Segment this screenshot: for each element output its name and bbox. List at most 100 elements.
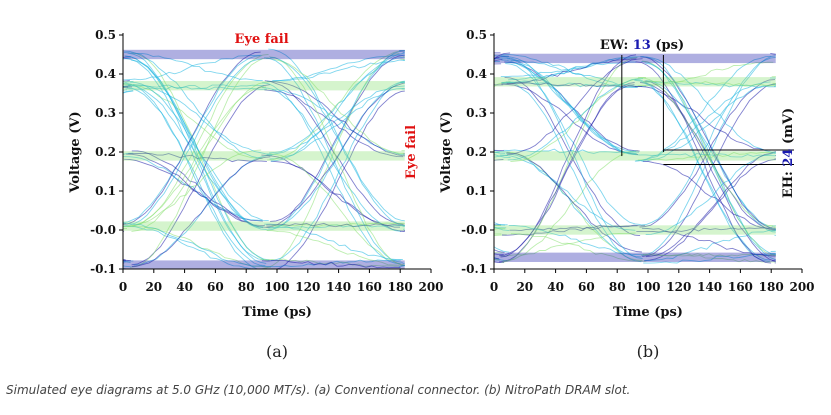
eye-trace [269, 87, 405, 160]
level-band [494, 53, 776, 64]
eye-trace [644, 230, 776, 262]
eye-trace [123, 225, 263, 269]
eye-trace [502, 83, 639, 155]
eye-trace [505, 153, 642, 258]
y-tick-label: 0.5 [466, 28, 487, 42]
eye-trace [268, 48, 405, 222]
x-axis-label: Time (ps) [613, 305, 683, 320]
eye-trace [125, 57, 265, 261]
x-tick-label: 140 [697, 280, 722, 294]
x-tick-label: 100 [264, 280, 289, 294]
eye-trace [494, 154, 511, 158]
eye-trace [271, 89, 405, 156]
eye-trace [270, 81, 405, 157]
eye-trace [508, 56, 644, 81]
y-axis-label: Voltage (V) [68, 111, 83, 193]
y-tick-label: -0.1 [90, 262, 116, 276]
eye-trace [644, 62, 776, 261]
y-tick-label: 0.4 [95, 67, 116, 81]
eye-trace [128, 152, 267, 163]
level-band [494, 225, 776, 235]
eye-trace [506, 152, 642, 253]
eye-trace [769, 77, 776, 79]
x-tick-label: 120 [666, 280, 691, 294]
eye-trace [500, 54, 637, 258]
eye-trace [505, 81, 642, 263]
eye-trace [260, 53, 400, 269]
level-band [123, 151, 405, 161]
eye-width-label: EW: 13 (ps) [600, 38, 684, 53]
eye-trace [262, 86, 401, 232]
eye-fail-annotation: Eye fail [235, 32, 289, 47]
x-tick-label: 60 [578, 280, 595, 294]
eye-trace [124, 55, 264, 228]
eye-trace [123, 149, 262, 227]
level-band [123, 81, 405, 91]
eye-trace [502, 150, 639, 262]
eye-trace [507, 78, 644, 161]
eye-trace [399, 54, 538, 270]
x-tick-label: 20 [145, 280, 162, 294]
x-tick-label: 0 [119, 280, 127, 294]
eye-trace [506, 82, 643, 88]
x-tick-label: 120 [295, 280, 320, 294]
eye-trace [409, 154, 548, 264]
eye-trace [266, 85, 405, 155]
eye-trace [500, 232, 636, 257]
y-tick-label: 0.5 [95, 28, 116, 42]
eye-trace [130, 57, 269, 268]
eye-trace [266, 230, 405, 266]
eye-trace [770, 250, 776, 252]
eye-trace [636, 227, 772, 233]
y-tick-label: 0.2 [466, 145, 487, 159]
eye-trace [507, 58, 643, 155]
level-band [123, 49, 405, 60]
eye-trace [264, 57, 403, 263]
eye-trace [401, 88, 405, 90]
x-tick-label: 160 [357, 280, 382, 294]
eye-trace [402, 262, 405, 264]
x-tick-label: 60 [207, 280, 224, 294]
x-tick-label: 80 [609, 280, 626, 294]
eye-traces [494, 52, 776, 264]
x-tick-label: 160 [728, 280, 753, 294]
eye-trace [266, 222, 405, 228]
eye-trace [264, 80, 404, 225]
x-tick-label: 0 [490, 280, 498, 294]
eye-trace [128, 84, 267, 230]
eye-trace [272, 59, 405, 82]
x-tick-label: 200 [418, 280, 443, 294]
eye-diagram-figure: 0 20 40 60 80 100 120 140 160 180 200-0.1-0.00.10.… [0, 28, 815, 361]
eye-trace [132, 83, 272, 155]
y-tick-label: 0.2 [95, 145, 116, 159]
level-band [123, 260, 405, 269]
eye-trace [634, 81, 771, 162]
eye-trace [634, 79, 770, 263]
eye-trace [643, 253, 776, 263]
eye-trace [645, 151, 776, 258]
x-tick-label: 180 [388, 280, 413, 294]
eye-trace [0, 158, 123, 263]
eye-traces [0, 48, 548, 270]
eye-trace [644, 80, 776, 262]
eye-trace [642, 160, 776, 230]
eye-trace [771, 76, 776, 78]
eye-trace [126, 153, 265, 227]
x-tick-label: 100 [635, 280, 660, 294]
eye-trace [498, 82, 635, 263]
eye-trace [499, 154, 636, 231]
level-band [494, 151, 776, 161]
eye-trace [261, 82, 401, 265]
eye-trace [269, 80, 405, 229]
eye-trace [123, 223, 263, 267]
eye-height-label: EH: 24 (mV) [781, 108, 796, 198]
x-tick-label: 40 [547, 280, 564, 294]
y-axis-label: Voltage (V) [439, 111, 454, 193]
eye-trace [770, 52, 776, 55]
y-tick-label: 0.4 [466, 67, 487, 81]
eye-trace [0, 159, 122, 269]
x-tick-label: 180 [759, 280, 784, 294]
y-tick-label: -0.0 [461, 223, 487, 237]
eye-trace [507, 58, 643, 260]
eye-trace [635, 61, 772, 264]
